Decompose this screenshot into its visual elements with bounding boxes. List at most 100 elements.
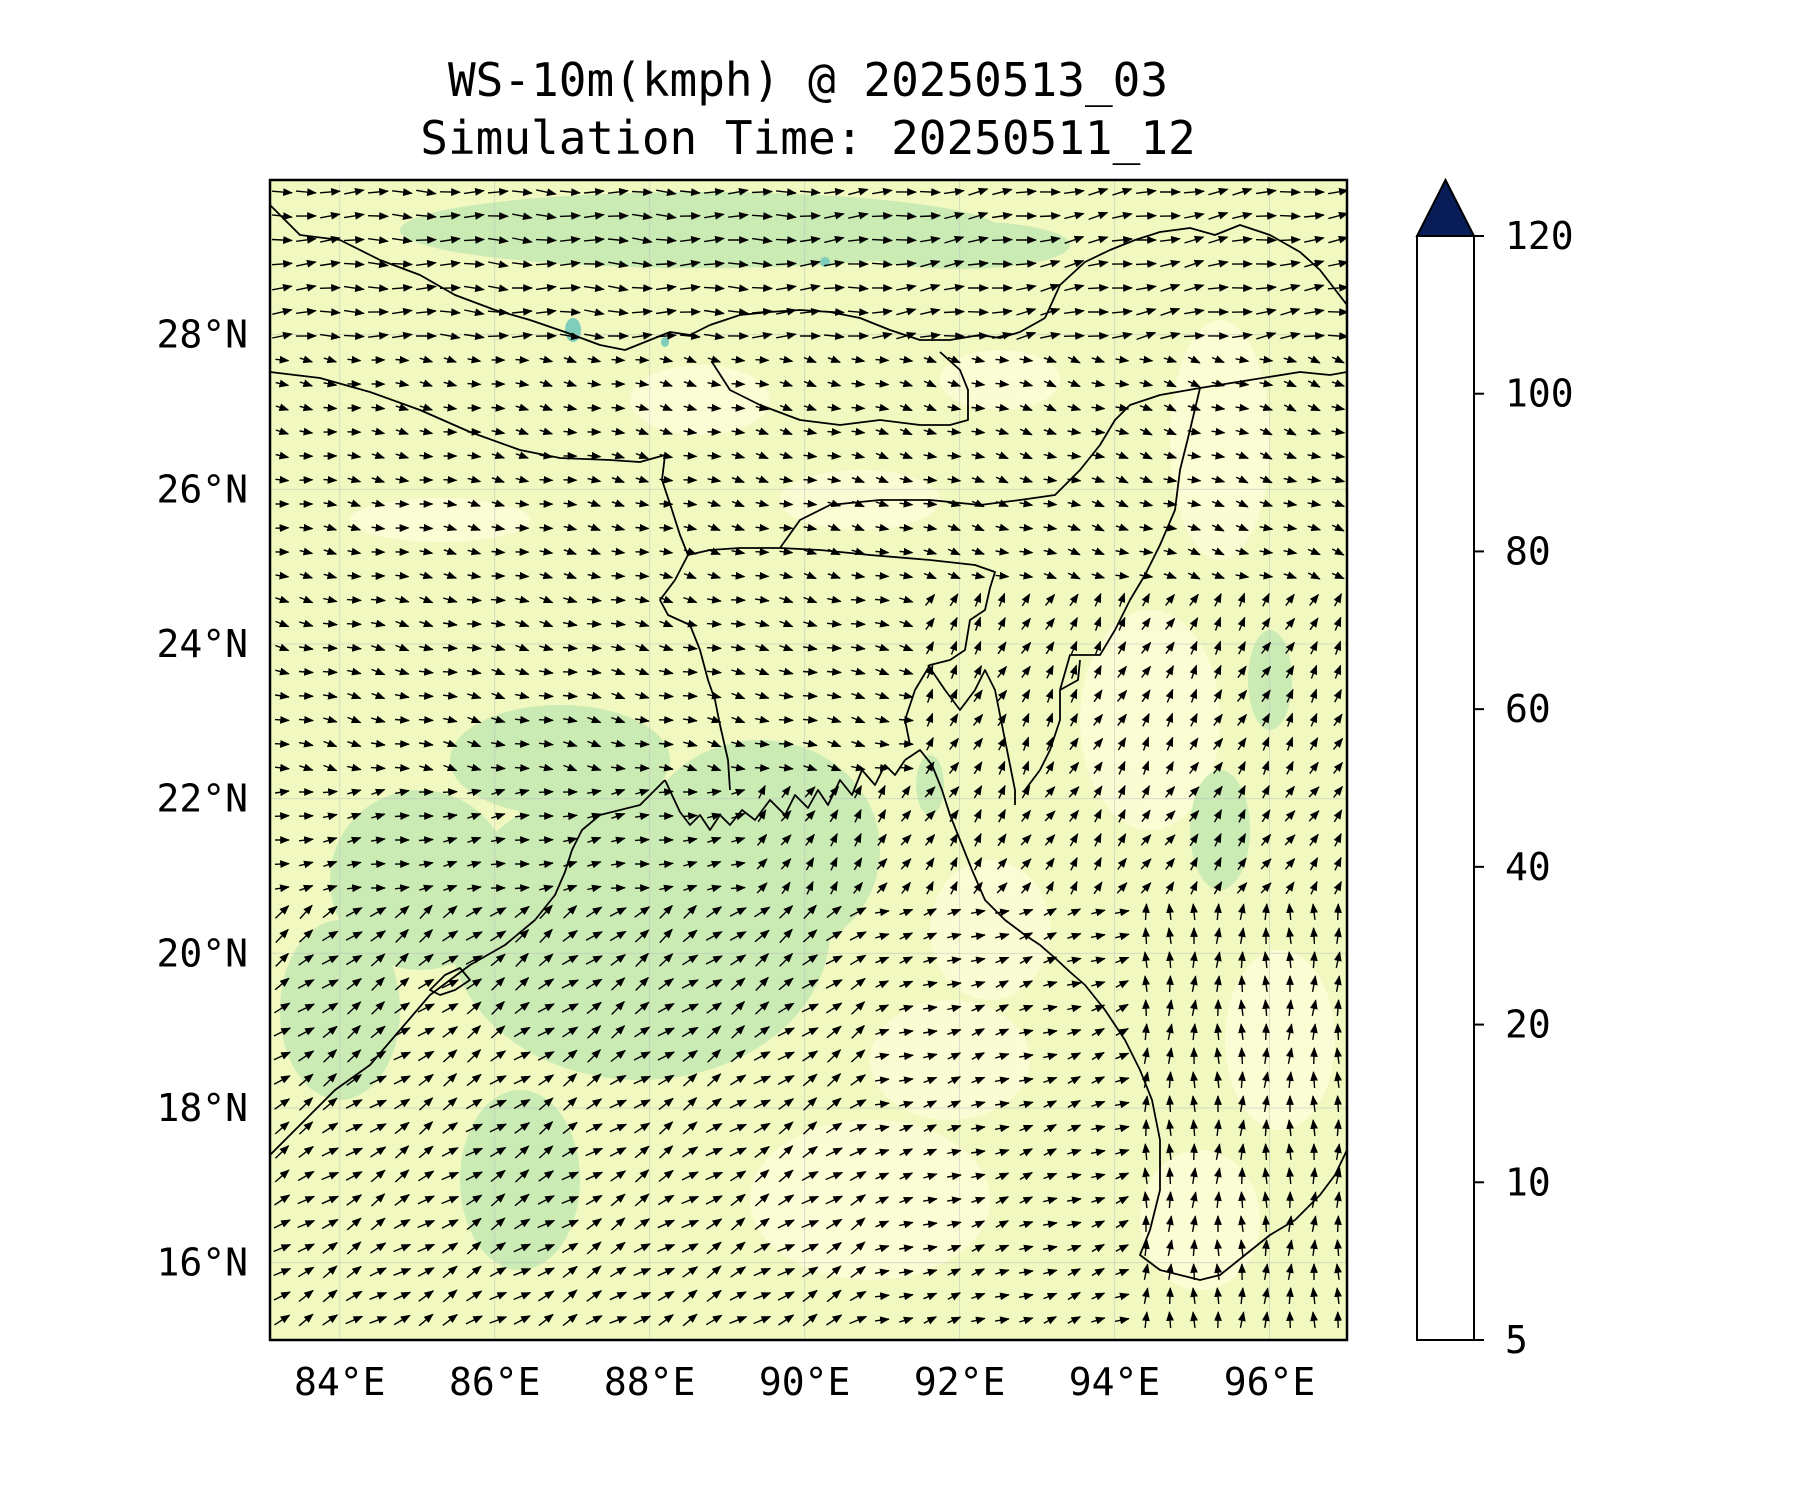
wind-vector: [1283, 523, 1298, 532]
wind-vector: [439, 235, 461, 244]
wind-vector: [944, 187, 965, 196]
wind-vector: [656, 283, 677, 292]
wind-vector: [703, 284, 725, 292]
wind-vector: [1163, 547, 1178, 556]
wind-vector: [415, 212, 437, 221]
wind-vector: [682, 692, 698, 700]
colorbar: 5 10 20 40 60 80 100 120: [1415, 177, 1574, 1362]
wind-vector: [923, 379, 937, 388]
wind-vector: [799, 212, 821, 220]
wind-vector: [322, 644, 338, 652]
wind-vector: [1286, 1311, 1294, 1329]
wind-vector: [1187, 475, 1202, 484]
wind-vector: [799, 235, 821, 244]
wind-vector: [608, 187, 629, 196]
colorbar-tick-label: 20: [1505, 1003, 1551, 1047]
wind-vector: [416, 188, 437, 197]
wind-vector: [1232, 211, 1253, 220]
wind-vector: [587, 379, 602, 388]
wind-vector: [992, 307, 1013, 316]
wind-vector: [1303, 332, 1325, 340]
wind-vector: [1211, 451, 1226, 460]
wind-vector: [587, 571, 602, 580]
wind-vector: [1067, 451, 1082, 460]
wind-vector: [463, 284, 485, 293]
wind-vector: [871, 212, 893, 220]
wind-vector: [1064, 187, 1085, 196]
wind-vector: [731, 451, 746, 460]
wind-vector: [851, 403, 866, 412]
wind-vector: [1256, 331, 1277, 340]
wind-vector: [1043, 475, 1058, 484]
wind-vector: [1307, 523, 1322, 532]
wind-vector: [1283, 427, 1297, 436]
wind-vector: [539, 355, 554, 364]
wind-vector: [1187, 547, 1201, 556]
wind-vector: [683, 427, 698, 436]
wind-vector: [728, 187, 749, 196]
wind-vector: [728, 211, 749, 220]
wind-vector: [491, 523, 506, 532]
wind-vector: [515, 403, 530, 412]
wind-vector: [467, 355, 482, 364]
wind-vector: [634, 764, 650, 772]
wind-vector: [731, 547, 746, 556]
wind-vector: [707, 355, 722, 364]
wind-vector: [515, 475, 530, 484]
wind-vector: [347, 571, 362, 580]
wind-vector: [395, 475, 410, 484]
wind-vector: [274, 860, 290, 868]
wind-vector: [1112, 331, 1133, 340]
wind-vector: [1135, 260, 1157, 268]
border-india-south-nepal: [270, 371, 666, 463]
wind-vector: [487, 308, 509, 317]
wind-vector: [512, 331, 533, 340]
wind-vector: [467, 547, 482, 556]
wind-vector: [587, 499, 602, 507]
wind-vector: [707, 499, 722, 508]
wind-vector: [703, 332, 725, 341]
wind-vector: [1091, 451, 1106, 460]
wind-vector: [416, 259, 437, 268]
wind-vector: [563, 547, 578, 555]
wind-vector: [1304, 307, 1325, 316]
wind-vector: [851, 475, 866, 483]
wind-vector: [1043, 379, 1057, 388]
wind-vector: [778, 740, 794, 748]
wind-vector: [1307, 427, 1322, 436]
wind-vector: [563, 403, 578, 412]
wind-vector: [872, 331, 893, 340]
wind-vector: [1139, 451, 1153, 460]
border-assam-meghalaya: [779, 371, 1347, 549]
wind-vector: [752, 236, 773, 245]
wind-vector: [755, 427, 770, 435]
wind-vector: [1115, 475, 1129, 484]
wind-vector: [539, 451, 554, 460]
wind-vector: [752, 260, 773, 269]
lon-tick-label: 96°E: [1224, 1360, 1316, 1404]
wind-vector: [512, 260, 533, 269]
wind-vector: [923, 547, 938, 556]
wind-vector: [1283, 403, 1297, 412]
wind-vector: [392, 236, 413, 245]
wind-vector: [491, 547, 506, 556]
wind-vector: [295, 188, 317, 197]
wind-vector: [419, 379, 434, 387]
wind-vector: [1067, 403, 1082, 412]
wind-vector: [827, 379, 842, 388]
wind-vector: [370, 763, 386, 772]
wind-vector: [611, 547, 626, 556]
wind-vector: [1166, 1095, 1174, 1113]
wind-vector: [659, 427, 674, 435]
wind-vector: [587, 451, 602, 460]
wind-vector: [1334, 903, 1342, 921]
border-bangladesh-east: [904, 587, 991, 746]
wind-vector: [1327, 187, 1347, 196]
wind-vector: [659, 379, 674, 387]
wind-vector: [995, 499, 1009, 508]
wind-vector: [871, 236, 893, 244]
wind-vector: [895, 212, 917, 220]
wind-vector: [323, 379, 338, 388]
wind-vector: [347, 547, 362, 556]
wind-vector: [1067, 475, 1082, 484]
